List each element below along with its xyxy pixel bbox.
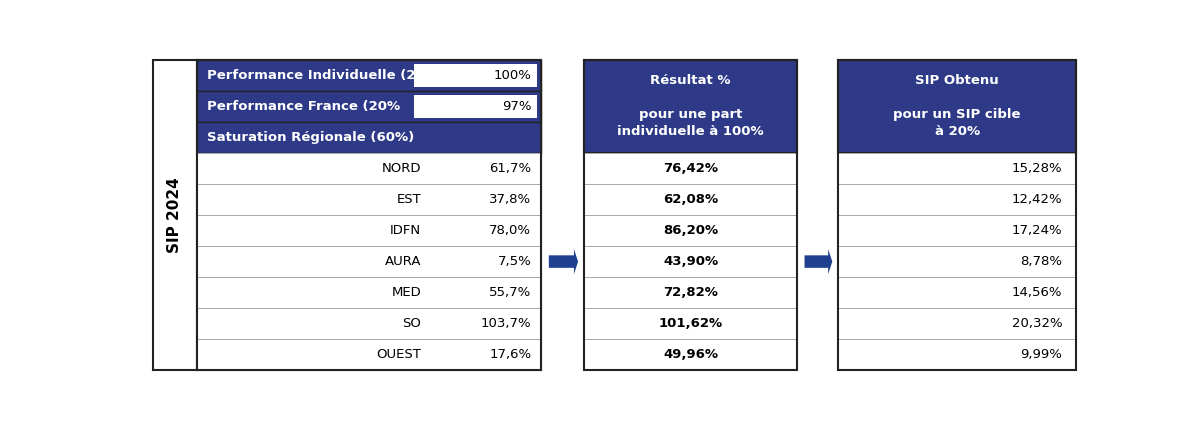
Bar bbox=[197, 277, 541, 308]
Bar bbox=[839, 277, 1076, 308]
Bar bbox=[197, 91, 541, 122]
Text: 12,42%: 12,42% bbox=[1012, 193, 1062, 206]
Text: 72,82%: 72,82% bbox=[664, 286, 718, 299]
Bar bbox=[839, 246, 1076, 277]
Bar bbox=[414, 64, 536, 87]
Text: 17,24%: 17,24% bbox=[1012, 224, 1062, 237]
Text: SIP Obtenu

pour un SIP cible
à 20%: SIP Obtenu pour un SIP cible à 20% bbox=[894, 74, 1021, 138]
Text: AURA: AURA bbox=[385, 255, 421, 268]
Bar bbox=[584, 277, 797, 308]
Text: 76,42%: 76,42% bbox=[664, 162, 718, 175]
Text: 20,32%: 20,32% bbox=[1012, 317, 1062, 330]
Text: IDFN: IDFN bbox=[390, 224, 421, 237]
Text: 7,5%: 7,5% bbox=[498, 255, 532, 268]
Text: 101,62%: 101,62% bbox=[659, 317, 722, 330]
Text: 9,99%: 9,99% bbox=[1020, 348, 1062, 361]
Bar bbox=[839, 308, 1076, 339]
Text: SIP 2024: SIP 2024 bbox=[167, 177, 182, 253]
Text: 62,08%: 62,08% bbox=[662, 193, 718, 206]
Text: Saturation Régionale (60%): Saturation Régionale (60%) bbox=[206, 131, 414, 144]
Bar bbox=[839, 153, 1076, 184]
Bar bbox=[584, 60, 797, 153]
Bar bbox=[197, 215, 541, 246]
Text: 103,7%: 103,7% bbox=[481, 317, 532, 330]
Text: 8,78%: 8,78% bbox=[1020, 255, 1062, 268]
Bar bbox=[197, 122, 541, 153]
Text: 97%: 97% bbox=[502, 100, 532, 113]
Bar bbox=[839, 339, 1076, 370]
Bar bbox=[154, 60, 197, 370]
Text: 61,7%: 61,7% bbox=[490, 162, 532, 175]
Text: 49,96%: 49,96% bbox=[664, 348, 718, 361]
Text: Performance France (20%: Performance France (20% bbox=[206, 100, 400, 113]
Bar bbox=[584, 246, 797, 277]
Bar bbox=[197, 339, 541, 370]
Text: EST: EST bbox=[396, 193, 421, 206]
Text: 86,20%: 86,20% bbox=[662, 224, 718, 237]
Bar bbox=[839, 60, 1076, 153]
Bar bbox=[584, 308, 797, 339]
Text: 43,90%: 43,90% bbox=[662, 255, 718, 268]
Bar bbox=[584, 153, 797, 184]
Text: Performance Individuelle (20%): Performance Individuelle (20%) bbox=[206, 69, 444, 82]
Bar bbox=[197, 246, 541, 277]
Bar bbox=[414, 95, 536, 118]
Text: SO: SO bbox=[402, 317, 421, 330]
Bar bbox=[584, 215, 797, 246]
Text: 78,0%: 78,0% bbox=[490, 224, 532, 237]
Text: OUEST: OUEST bbox=[377, 348, 421, 361]
Bar bbox=[197, 153, 541, 184]
Bar bbox=[197, 60, 541, 370]
Bar bbox=[197, 184, 541, 215]
Text: Résultat %

pour une part
individuelle à 100%: Résultat % pour une part individuelle à … bbox=[617, 74, 764, 138]
Text: 15,28%: 15,28% bbox=[1012, 162, 1062, 175]
Text: MED: MED bbox=[391, 286, 421, 299]
Text: 17,6%: 17,6% bbox=[490, 348, 532, 361]
Text: 37,8%: 37,8% bbox=[490, 193, 532, 206]
Bar bbox=[197, 60, 541, 91]
Text: 14,56%: 14,56% bbox=[1012, 286, 1062, 299]
Bar bbox=[839, 184, 1076, 215]
Bar bbox=[839, 60, 1076, 370]
Bar bbox=[584, 60, 797, 370]
Bar bbox=[197, 60, 541, 370]
Bar bbox=[584, 339, 797, 370]
Bar bbox=[584, 184, 797, 215]
Bar bbox=[197, 308, 541, 339]
Text: 55,7%: 55,7% bbox=[490, 286, 532, 299]
Text: 100%: 100% bbox=[493, 69, 532, 82]
Text: NORD: NORD bbox=[382, 162, 421, 175]
Bar bbox=[839, 215, 1076, 246]
